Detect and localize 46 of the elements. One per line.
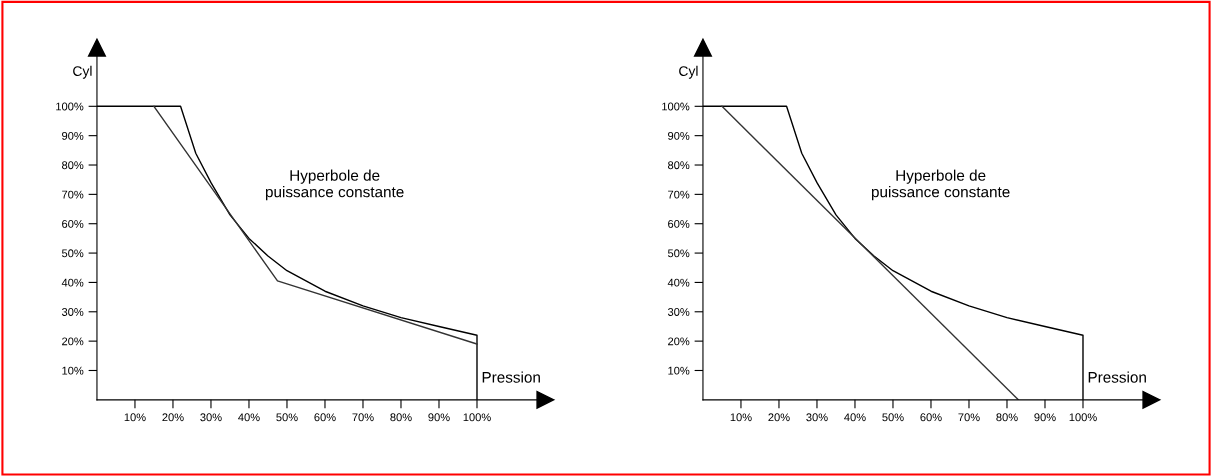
annotation: Hyperbole de puissance constante xyxy=(265,169,404,201)
y-tick-label: 80% xyxy=(62,161,84,170)
x-tick-label: 90% xyxy=(1034,413,1056,422)
y-tick-label: 100% xyxy=(56,102,84,111)
y-tick-label: 40% xyxy=(61,278,84,287)
x-tick-label: 90% xyxy=(428,413,450,422)
y-tick-label: 90% xyxy=(62,131,84,140)
y-tick-label: 10% xyxy=(668,366,690,375)
x-tick-label: 20% xyxy=(768,413,790,422)
y-tick-label: 70% xyxy=(668,190,690,199)
x-tick-label: 20% xyxy=(162,413,184,422)
y-tick-label: 30% xyxy=(61,308,84,316)
y-tick-label: 70% xyxy=(62,190,84,199)
x-tick-label: 70% xyxy=(958,413,980,422)
y-tick-label: 20% xyxy=(62,337,84,346)
y-tick-label: 30% xyxy=(667,308,690,316)
x-axis-title: Pression xyxy=(482,371,540,383)
x-tick-label: 100% xyxy=(463,413,491,422)
x-tick-label: 10% xyxy=(730,413,752,422)
x-tick-label: 50% xyxy=(276,413,298,422)
y-tick-label: 50% xyxy=(61,249,84,258)
x-tick-label: 50% xyxy=(882,413,904,422)
x-tick-label: 80% xyxy=(390,413,412,422)
x-tick-label: 40% xyxy=(844,413,866,422)
x-tick-label: 30% xyxy=(806,413,828,422)
y-tick-label: 90% xyxy=(668,131,690,140)
x-tick-label: 60% xyxy=(920,413,942,422)
x-tick-label: 100% xyxy=(1069,413,1097,422)
x-tick-label: 80% xyxy=(996,413,1018,422)
x-tick-label: 30% xyxy=(200,413,222,422)
annotation: Hyperbole de puissance constante xyxy=(871,169,1010,201)
x-tick-label: 70% xyxy=(352,413,374,422)
y-tick-label: 10% xyxy=(62,366,84,375)
y-axis-title: Cyl xyxy=(73,65,92,79)
y-tick-label: 20% xyxy=(668,337,690,346)
y-tick-label: 80% xyxy=(668,161,690,170)
y-tick-label: 60% xyxy=(62,219,84,228)
y-tick-label: 50% xyxy=(667,249,690,258)
x-tick-label: 40% xyxy=(238,413,260,422)
x-axis-title: Pression xyxy=(1088,371,1146,383)
y-tick-label: 40% xyxy=(667,278,690,287)
y-tick-label: 60% xyxy=(668,219,690,228)
y-axis-title: Cyl xyxy=(679,65,698,79)
x-tick-label: 10% xyxy=(124,413,146,422)
y-tick-label: 100% xyxy=(662,102,690,111)
x-tick-label: 60% xyxy=(314,413,336,422)
